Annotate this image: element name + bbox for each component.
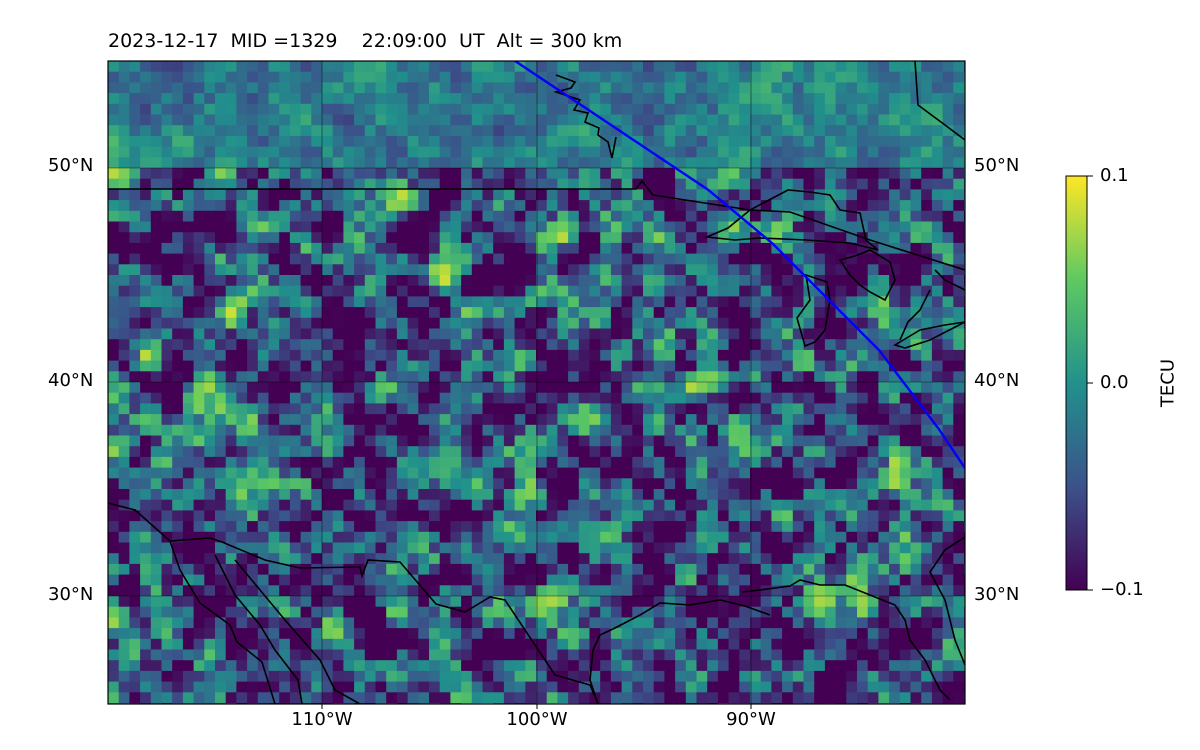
colorbar-ticks bbox=[1087, 175, 1093, 591]
title-alt: Alt = 300 km bbox=[496, 30, 623, 52]
satellite-track bbox=[514, 61, 965, 469]
title-time: 22:09:00 UT bbox=[361, 30, 485, 52]
lat-label-30n-right: 30°N bbox=[974, 584, 1020, 605]
gulf-coast-texas bbox=[589, 599, 771, 704]
baja-california bbox=[169, 540, 276, 704]
coastlines-borders bbox=[108, 61, 965, 704]
lat-label-40n-right: 40°N bbox=[974, 370, 1020, 391]
colorbar bbox=[1065, 175, 1088, 591]
lat-label-50n-left: 50°N bbox=[48, 155, 94, 176]
title-date: 2023-12-17 bbox=[108, 30, 219, 52]
lake-erie-ontario bbox=[893, 321, 965, 349]
colorbar-tick-max: 0.1 bbox=[1100, 165, 1129, 186]
colorbar-tick-min: −0.1 bbox=[1100, 579, 1144, 600]
atlantic-coast bbox=[929, 536, 965, 666]
lake-superior bbox=[703, 189, 879, 251]
lake-winnipeg bbox=[553, 74, 617, 159]
colorbar-title: TECU bbox=[1157, 358, 1179, 408]
colorbar-tick-zero: 0.0 bbox=[1100, 372, 1129, 393]
hudson-bay-edge bbox=[914, 61, 965, 141]
lon-label-90w: 90°W bbox=[726, 709, 776, 730]
lat-label-30n-left: 30°N bbox=[48, 584, 94, 605]
lat-label-50n-right: 50°N bbox=[974, 155, 1020, 176]
lon-label-100w: 100°W bbox=[506, 709, 568, 730]
mexico-west-coast bbox=[234, 559, 361, 704]
us-canada-border bbox=[108, 179, 965, 271]
gulf-of-california bbox=[214, 554, 303, 704]
us-mexico-border bbox=[108, 502, 599, 704]
title-mid: MID =1329 bbox=[230, 30, 338, 52]
lake-michigan bbox=[796, 273, 831, 348]
tec-heatmap bbox=[108, 61, 965, 704]
lake-huron bbox=[838, 249, 896, 302]
lon-label-110w: 110°W bbox=[291, 709, 353, 730]
tick-marks bbox=[321, 704, 752, 709]
gulf-coast-east bbox=[741, 579, 951, 701]
map-gridlines bbox=[108, 61, 965, 704]
map-title: 2023-12-17 MID =1329 22:09:00 UT Alt = 3… bbox=[108, 30, 622, 52]
lat-label-40n-left: 40°N bbox=[48, 370, 94, 391]
east-shoreline bbox=[899, 269, 965, 341]
